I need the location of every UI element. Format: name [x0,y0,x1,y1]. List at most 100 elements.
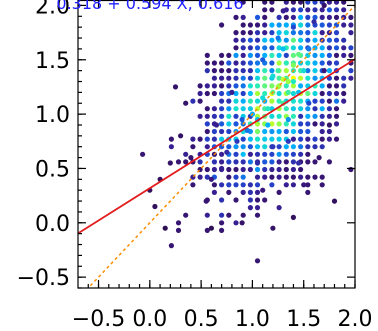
density-bin [319,14,325,20]
density-bin [283,68,289,74]
density-bin [226,106,232,112]
density-bin [305,106,311,112]
data-point [208,225,214,231]
density-bin [197,113,203,119]
density-bin [254,258,261,264]
density-bin [341,37,347,43]
density-bin [298,151,304,157]
density-bin [254,197,261,203]
density-bin [305,113,311,119]
density-bin [341,98,347,104]
density-bin [305,37,311,43]
density-bin [262,144,268,150]
density-bin [283,37,289,43]
density-bin [240,174,246,180]
identity-line [87,4,355,288]
density-bin [233,98,239,104]
density-bin [254,128,261,135]
density-bin [269,128,275,135]
data-point [321,2,327,8]
density-bin [298,106,304,112]
tick-labels: −0.5 0.0 0.5 1.0 1.5 2.0 −0.5 0.0 0.5 1.0 1.5 2.0 [17,0,373,331]
density-bin [269,29,275,36]
density-bin [226,83,232,89]
density-bin [298,83,304,89]
density-bin [269,83,275,89]
density-bin [226,166,232,173]
density-bin [247,75,253,81]
data-point [203,198,209,204]
density-bin [269,174,275,180]
density-bin [240,45,246,51]
density-bin [204,60,210,66]
density-bin [298,37,304,43]
density-bin [175,159,182,165]
density-bin [197,136,203,142]
density-points [140,0,375,264]
density-bin [240,106,246,112]
density-bin [356,38,361,43]
density-bin [333,45,340,51]
density-bin [211,68,217,74]
density-bin [356,53,361,58]
density-bin [240,151,246,157]
density-bin [247,159,253,165]
density-bin [262,197,268,203]
density-bin [333,14,340,20]
density-bin [370,76,375,81]
density-bin [233,68,239,74]
density-bin [240,68,246,74]
density-bin [305,68,311,74]
density-bin [326,14,332,20]
density-bin [305,128,311,135]
density-bin [276,90,282,97]
x-tick-label: 1.5 [286,307,321,331]
density-bin [269,113,275,119]
density-bin [240,52,246,59]
density-bin [226,128,232,135]
density-bin [363,30,368,35]
density-bin [211,159,217,165]
density-bin [298,7,304,13]
density-bin [262,37,268,43]
density-bin [233,106,239,112]
density-bin [226,121,232,127]
data-point [229,89,235,95]
density-bin [211,60,217,66]
density-bin [233,29,239,36]
density-bin [197,159,203,165]
density-bin [262,136,268,142]
data-point [270,144,276,150]
reference-lines [78,4,355,288]
density-bin [319,29,325,36]
density-bin [211,136,217,142]
data-point [167,160,173,166]
density-bin [276,98,282,104]
density-bin [370,38,375,43]
density-bin [276,75,282,81]
density-bin [326,22,332,28]
density-bin [341,52,347,59]
density-bin [168,136,174,142]
density-bin [283,159,289,165]
density-bin [305,7,311,13]
density-bin [254,83,261,89]
density-bin [219,128,225,135]
density-bin [168,144,174,150]
density-bin [262,14,268,20]
density-bin [341,90,347,97]
density-bin [305,75,311,81]
density-bin [312,60,318,66]
density-bin [240,166,246,173]
density-bin [363,22,368,27]
density-bin [240,75,246,81]
density-bin [326,128,332,135]
density-bin [333,106,340,112]
data-point [290,62,296,68]
density-bin [233,121,239,127]
density-bin [262,174,268,180]
density-bin [341,45,347,51]
density-bin [226,174,232,180]
density-bin [298,0,304,5]
density-bin [319,144,325,150]
